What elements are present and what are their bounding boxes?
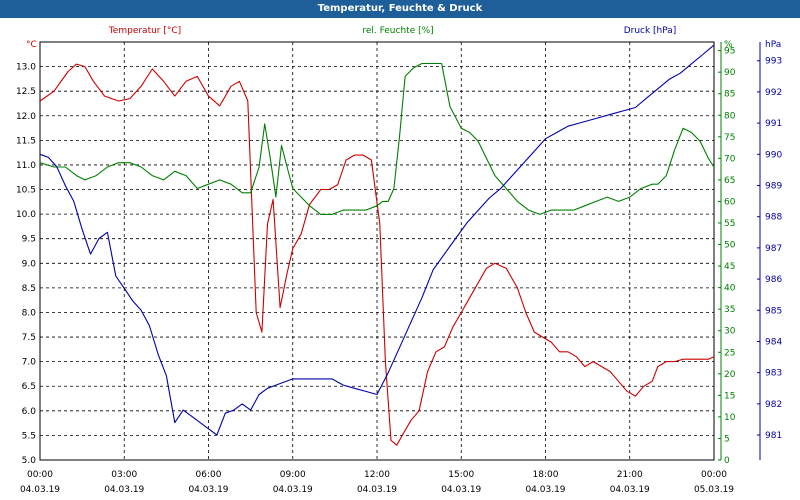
- pressure-tick-label: 986: [765, 275, 782, 285]
- x-tick-time: 21:00: [617, 470, 643, 480]
- pressure-tick-label: 982: [765, 400, 782, 410]
- series-lines: [39, 44, 715, 446]
- humidity-tick-label: 25: [724, 348, 735, 358]
- humidity-tick-label: 0: [724, 456, 730, 466]
- temperature-tick-label: 8.0: [22, 308, 37, 318]
- temperature-tick-label: 5.0: [22, 456, 37, 466]
- x-tick-date: 04.03.19: [525, 485, 565, 495]
- humidity-tick-label: 45: [724, 262, 735, 272]
- temperature-tick-label: 9.5: [22, 235, 36, 245]
- pressure-tick-label: 987: [765, 244, 782, 254]
- temperature-unit-label: °C: [26, 40, 37, 50]
- x-tick-time: 15:00: [448, 470, 474, 480]
- x-tick-time: 09:00: [280, 470, 306, 480]
- pressure-tick-label: 991: [765, 119, 782, 129]
- temperature-tick-label: 12.0: [16, 112, 36, 122]
- temperature-tick-label: 9.0: [22, 259, 37, 269]
- temperature-tick-label: 5.5: [22, 431, 36, 441]
- temperature-tick-label: 7.5: [22, 333, 36, 343]
- temperature-tick-label: 7.0: [22, 358, 37, 368]
- temperature-tick-label: 8.5: [22, 284, 36, 294]
- humidity-tick-label: 30: [724, 327, 736, 337]
- x-tick-time: 03:00: [111, 470, 137, 480]
- x-tick-time: 00:00: [701, 470, 727, 480]
- x-tick-date: 04.03.19: [273, 485, 313, 495]
- x-tick-date: 04.03.19: [610, 485, 650, 495]
- humidity-tick-label: 10: [724, 413, 736, 423]
- series-line-pressure: [39, 44, 715, 436]
- series-label-humidity: rel. Feuchte [%]: [362, 26, 433, 36]
- x-tick-date: 04.03.19: [20, 485, 60, 495]
- x-tick-date: 05.03.19: [694, 485, 734, 495]
- pressure-tick-label: 983: [765, 369, 782, 379]
- pressure-tick-label: 989: [765, 181, 782, 191]
- axes: [718, 42, 761, 461]
- pressure-tick-label: 985: [765, 306, 782, 316]
- humidity-tick-label: 75: [724, 133, 735, 143]
- grid: [39, 41, 715, 461]
- temperature-tick-label: 11.5: [16, 136, 36, 146]
- humidity-tick-label: 20: [724, 370, 736, 380]
- series-label-pressure: Druck [hPa]: [624, 26, 677, 36]
- humidity-tick-label: 40: [724, 284, 736, 294]
- temperature-tick-label: 11.0: [16, 161, 36, 171]
- humidity-tick-label: 35: [724, 305, 735, 315]
- pressure-tick-label: 988: [765, 213, 782, 223]
- x-tick-time: 00:00: [27, 470, 53, 480]
- series-label-temperature: Temperatur [°C]: [108, 26, 181, 36]
- humidity-tick-label: 70: [724, 154, 736, 164]
- pressure-tick-label: 981: [765, 431, 782, 441]
- humidity-tick-label: 60: [724, 197, 736, 207]
- temperature-tick-label: 13.0: [16, 63, 36, 73]
- temperature-tick-label: 6.0: [22, 407, 37, 417]
- x-tick-date: 04.03.19: [357, 485, 397, 495]
- x-tick-date: 04.03.19: [188, 485, 228, 495]
- temperature-tick-label: 10.0: [16, 210, 36, 220]
- humidity-tick-label: 85: [724, 90, 735, 100]
- pressure-unit-label: hPa: [765, 40, 781, 50]
- humidity-tick-label: 5: [724, 434, 730, 444]
- humidity-tick-label: 95: [724, 47, 735, 57]
- pressure-tick-label: 984: [765, 337, 782, 347]
- x-tick-time: 18:00: [533, 470, 559, 480]
- temperature-tick-label: 6.5: [22, 382, 36, 392]
- humidity-tick-label: 65: [724, 176, 735, 186]
- x-tick-date: 04.03.19: [104, 485, 144, 495]
- humidity-unit-label: %: [724, 40, 733, 50]
- pressure-tick-label: 990: [765, 150, 782, 160]
- chart-title: Temperatur, Feuchte & Druck: [0, 0, 800, 18]
- series-line-temperature: [39, 63, 715, 446]
- pressure-tick-label: 993: [765, 57, 782, 67]
- temperature-tick-label: 10.5: [16, 186, 36, 196]
- humidity-tick-label: 90: [724, 68, 736, 78]
- temperature-tick-label: 12.5: [16, 87, 36, 97]
- x-tick-date: 04.03.19: [441, 485, 481, 495]
- x-tick-time: 12:00: [364, 470, 390, 480]
- humidity-tick-label: 15: [724, 391, 735, 401]
- humidity-tick-label: 50: [724, 241, 736, 251]
- series-line-humidity: [39, 62, 715, 215]
- axis-labels: 5.0 5.5 6.0 6.5 7.0 7.5 8.0 8.5 9.0 9.5 10.0 10.5 11…: [16, 26, 782, 495]
- humidity-tick-label: 80: [724, 111, 736, 121]
- x-tick-time: 06:00: [196, 470, 222, 480]
- humidity-tick-label: 55: [724, 219, 735, 229]
- chart-area: 5.0 5.5 6.0 6.5 7.0 7.5 8.0 8.5 9.0 9.5 10.0 10.5 11…: [16, 26, 782, 495]
- pressure-tick-label: 992: [765, 88, 782, 98]
